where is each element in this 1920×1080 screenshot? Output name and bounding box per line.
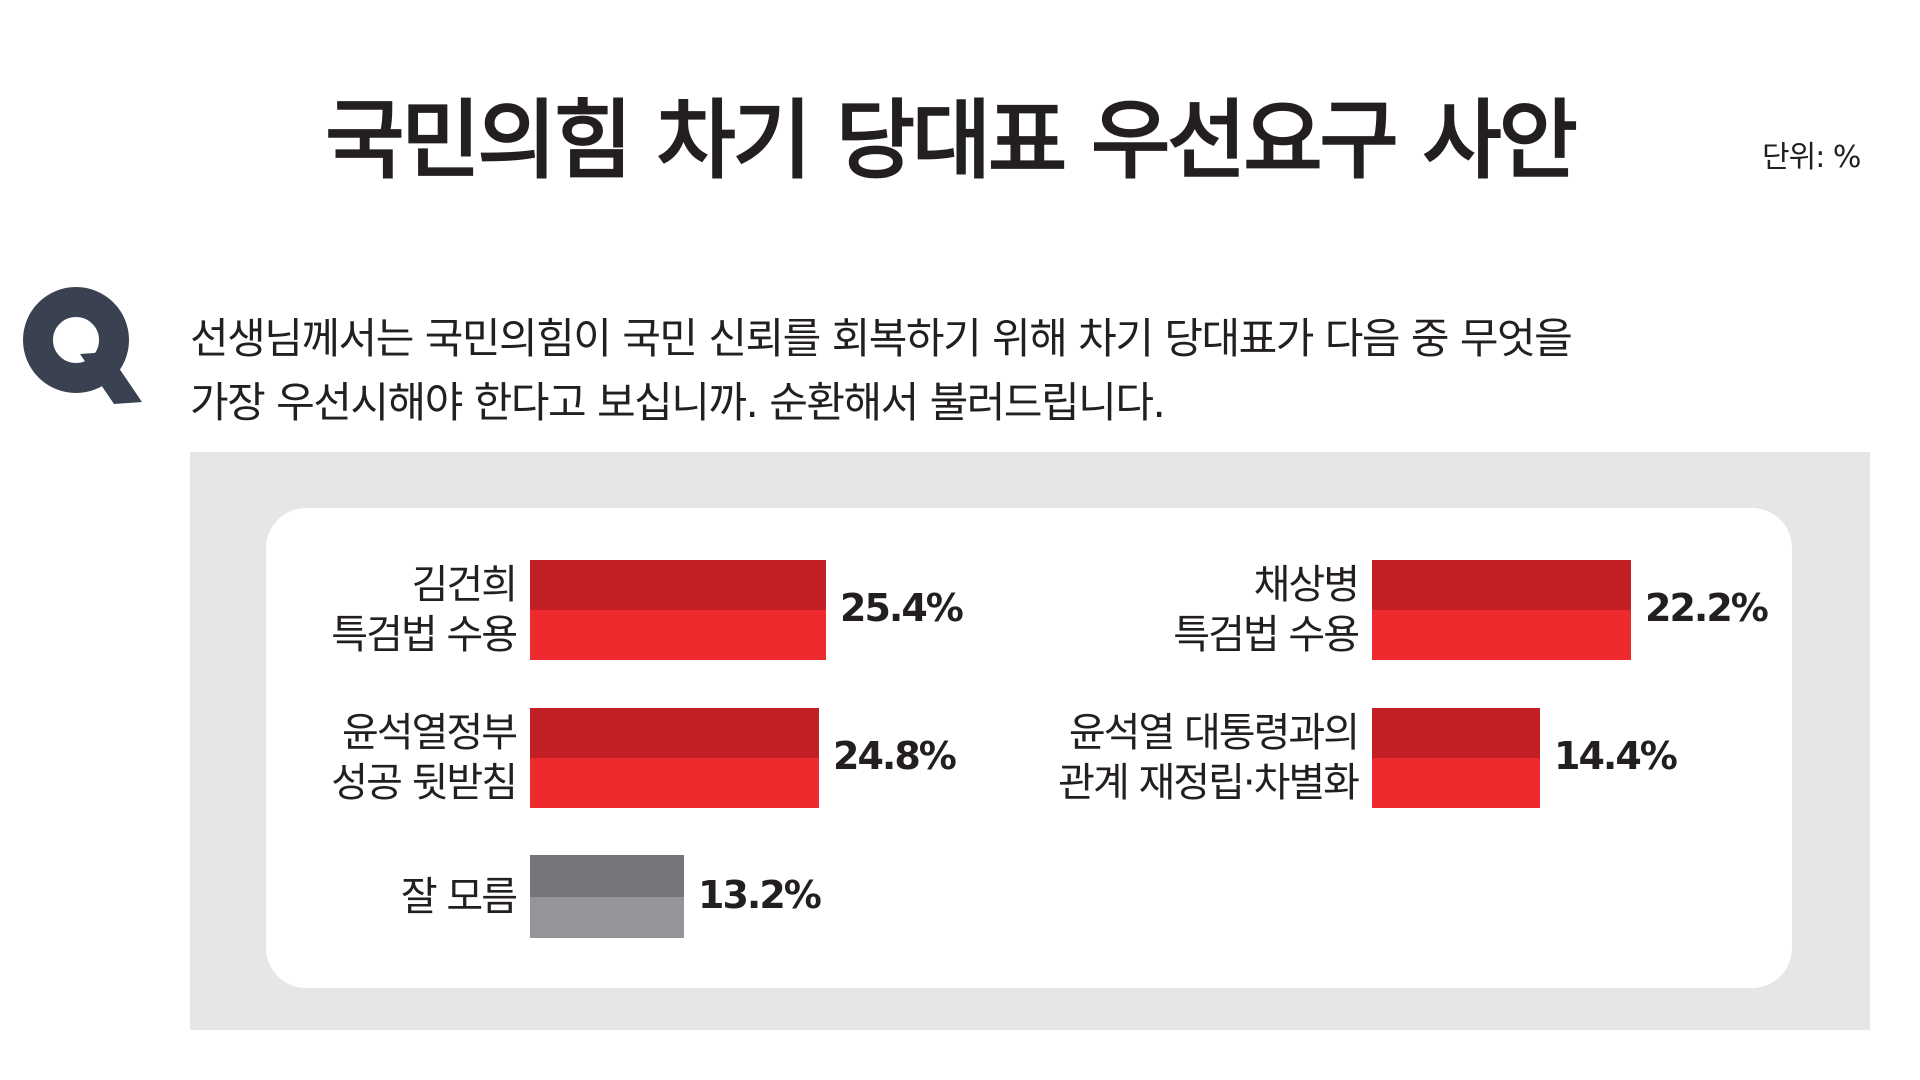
value-label: 22.2% [1645,586,1769,630]
bar-top [530,855,684,897]
category-label: 윤석열정부 성공 뒷받침 [331,708,518,808]
category-label-line: 윤석열정부 [342,710,518,756]
category-label-line: 채상병 [1253,562,1360,608]
bar [530,855,684,938]
chart-title: 국민의힘 차기 당대표 우선요구 사안 [325,91,1578,191]
value-label: 13.2% [698,872,822,917]
bar-bottom [530,896,684,938]
bar-item: 윤석열정부 성공 뒷받침 24.8% [331,708,957,808]
category-label-line: 김건희 [411,562,518,608]
q-icon [23,287,142,404]
bar [530,560,826,660]
bar-top [1372,560,1631,610]
bar-item: 채상병 특검법 수용 22.2% [1173,560,1769,660]
bar-bottom [530,758,819,808]
category-label: 잘 모름 [400,872,518,922]
category-label: 채상병 특검법 수용 [1173,560,1360,660]
bar-top [1372,708,1540,758]
value-label: 24.8% [833,734,957,778]
value-label: 14.4% [1554,734,1678,778]
question-text: 선생님께서는 국민의힘이 국민 신뢰를 회복하기 위해 차기 당대표가 다음 중… [190,307,1710,435]
category-label-line: 윤석열 대통령과의 [1068,710,1360,756]
bar-item: 잘 모름 13.2% [401,855,822,938]
category-label-line: 성공 뒷받침 [331,760,518,806]
unit-label: 단위: % [1762,140,1861,175]
category-label-line: 특검법 수용 [331,612,518,658]
category-label: 김건희 특검법 수용 [331,560,518,660]
bar [530,708,819,808]
bar-item: 김건희 특검법 수용 25.4% [331,560,964,660]
bar-item: 윤석열 대통령과의 관계 재정립·차별화 14.4% [1058,708,1678,808]
category-label: 윤석열 대통령과의 관계 재정립·차별화 [1058,708,1360,808]
category-label-line: 관계 재정립·차별화 [1058,760,1360,806]
bar-top [530,708,819,758]
bar-top [530,560,826,610]
category-label-line: 잘 모름 [400,873,518,920]
category-label-line: 특검법 수용 [1173,612,1360,658]
bar-bottom [1372,610,1631,660]
bar-bottom [1372,758,1540,808]
value-label: 25.4% [840,586,964,630]
bar-bottom [530,610,826,660]
question-line-2: 가장 우선시해야 한다고 보십니까. 순환해서 불러드립니다. [190,378,1166,427]
bar [1372,708,1540,808]
question-line-1: 선생님께서는 국민의힘이 국민 신뢰를 회복하기 위해 차기 당대표가 다음 중… [190,314,1573,363]
bar [1372,560,1631,660]
